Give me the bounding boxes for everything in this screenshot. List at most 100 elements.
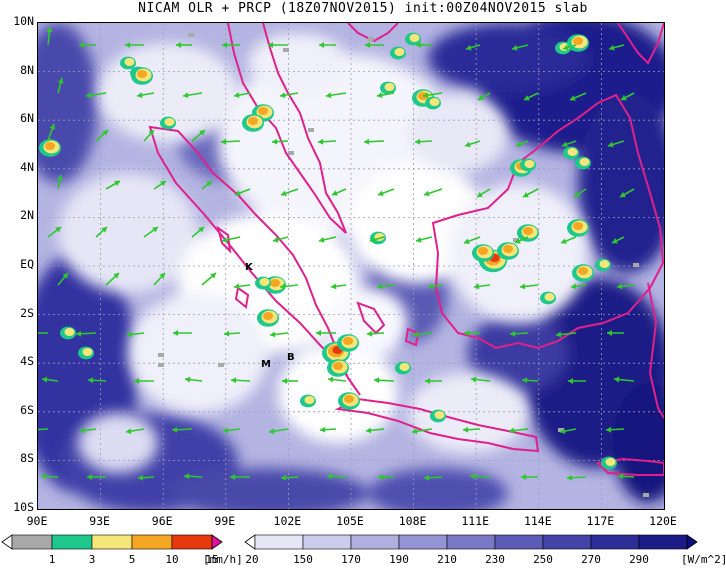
wind-vector-arrow <box>605 426 625 433</box>
wind-vector-arrow <box>620 92 635 101</box>
lat-tick-label: 4N <box>20 159 34 174</box>
wind-vector-arrow <box>191 226 205 238</box>
wind-vector-arrow <box>57 272 69 286</box>
lon-tick-label: 105E <box>336 514 364 528</box>
wind-vector-arrow <box>201 272 217 286</box>
colorbar-swatch <box>131 534 173 550</box>
colorbar-tick-label: 15 <box>205 553 219 566</box>
colorbar-tick-label: 150 <box>293 553 313 566</box>
wind-vector-arrow <box>566 474 587 481</box>
precip-cell <box>337 334 359 352</box>
precip-speck <box>558 428 564 432</box>
precip-cell <box>405 32 421 46</box>
precip-speck <box>158 363 164 367</box>
precip-cell <box>601 456 617 470</box>
wind-vector-arrow <box>509 330 529 337</box>
lat-tick-label: 8S <box>20 451 34 466</box>
precip-colorbar <box>1 534 223 550</box>
colorbar-swatch <box>398 534 448 550</box>
wind-vector-arrow <box>85 92 107 99</box>
map-canvas <box>38 23 664 509</box>
wind-vector-arrow <box>464 330 480 336</box>
wind-vector-arrow <box>41 376 59 383</box>
precip-cell <box>390 46 406 60</box>
precip-cell <box>338 392 360 410</box>
wind-vector-arrow <box>316 330 336 336</box>
wind-vector-arrow <box>423 474 443 481</box>
wind-vector-arrow <box>38 428 49 431</box>
wind-vector-arrow <box>57 174 63 190</box>
precip-cell <box>78 346 94 360</box>
precip-speck <box>288 151 294 155</box>
colorbar-tick-label: 270 <box>581 553 601 566</box>
lat-tick-label: 2S <box>20 305 34 320</box>
colorbar-tick-label: 5 <box>128 553 136 566</box>
precip-cell <box>160 116 176 130</box>
wind-vector-arrow <box>462 426 481 433</box>
wind-vector-arrow <box>327 376 347 383</box>
wind-vector-arrow <box>153 180 167 190</box>
lat-tick-label: 6S <box>20 402 34 417</box>
lat-tick-label: 4S <box>20 354 34 369</box>
wind-vector-arrow <box>562 44 577 51</box>
wind-vector-arrow <box>555 331 577 338</box>
precip-speck <box>158 353 164 357</box>
wind-vector-arrow <box>40 473 59 480</box>
wind-vector-arrow <box>326 473 347 480</box>
wind-vector-arrow <box>223 330 241 337</box>
wind-vector-arrow <box>87 474 106 480</box>
wind-vector-arrow <box>272 236 289 243</box>
wind-vector-arrow <box>561 140 577 148</box>
wind-vector-arrow <box>519 283 539 290</box>
place-label-b: B <box>287 352 295 363</box>
colorbar-tick-label: 210 <box>437 553 457 566</box>
wind-vector-arrow <box>176 42 192 48</box>
colorbar-tick-label: 3 <box>88 553 96 566</box>
wind-vector-arrow <box>427 283 443 290</box>
wind-vector-arrow <box>234 188 251 196</box>
precip-speck <box>643 493 649 497</box>
wind-vector-arrow <box>521 377 539 384</box>
wind-vector-arrow <box>414 138 433 145</box>
wind-vector-arrow <box>331 188 347 196</box>
wind-vector-arrow <box>365 427 385 434</box>
lon-tick-label: 96E <box>151 514 173 528</box>
wind-vector-arrow <box>608 44 625 51</box>
colorbar-swatch <box>91 534 133 550</box>
wind-vector-arrow <box>136 92 155 99</box>
wind-vector-arrow <box>75 330 97 337</box>
wind-vector-arrow <box>280 188 299 197</box>
precip-unit: [mm/h] <box>203 553 243 566</box>
wind-vector-arrow <box>319 426 337 433</box>
wind-vector-arrow <box>125 42 144 48</box>
colorbar-swatch <box>350 534 400 550</box>
precip-cells <box>39 32 649 497</box>
wind-vector-arrow <box>230 474 250 480</box>
wind-vector-arrow <box>570 283 587 290</box>
wind-vector-arrow <box>521 474 538 480</box>
wind-vector-arrow <box>46 26 53 46</box>
precip-cell <box>242 114 264 132</box>
colorbar-swatch <box>638 534 688 550</box>
wind-vector-arrow <box>137 474 155 481</box>
wind-vector-arrow <box>613 376 635 383</box>
lon-tick-label: 111E <box>461 514 490 528</box>
wind-vector-arrow <box>376 283 395 290</box>
precip-speck <box>368 37 374 41</box>
wind-vector-arrow <box>325 92 347 99</box>
precip-speck <box>218 363 224 367</box>
colorbar-tick-label: 1 <box>48 553 56 566</box>
lon-tick-label: 117E <box>586 514 615 528</box>
wind-vector-arrow <box>412 331 433 338</box>
wind-vector-arrow <box>173 330 192 336</box>
wind-vector-arrow <box>184 376 203 383</box>
wind-vector-arrow <box>268 42 288 48</box>
colorbar-swatch <box>11 534 53 550</box>
precip-speck <box>513 238 519 242</box>
wind-vector-arrow <box>47 123 56 142</box>
colorbar-tick-label: 230 <box>485 553 505 566</box>
wind-vector-arrow <box>523 92 539 101</box>
lon-tick-label: 102E <box>273 514 302 528</box>
coastline-borneo <box>431 93 664 350</box>
colorbar-tick-label: 250 <box>533 553 553 566</box>
